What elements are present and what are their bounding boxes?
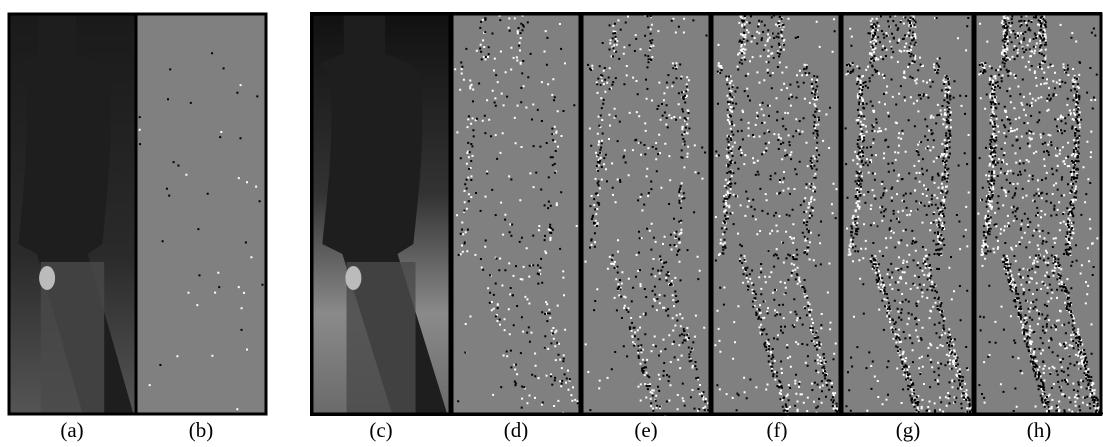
panel-label: (h)	[1027, 418, 1052, 442]
photo-border	[310, 12, 452, 416]
event-background	[136, 14, 266, 414]
panel-border	[580, 12, 712, 416]
panel-label: (e)	[634, 418, 657, 442]
labels: (a) (b) (c) (d) (e) (f) (g) (h)	[60, 418, 1051, 442]
panels	[7, 12, 1103, 416]
event-background	[452, 14, 580, 414]
panel-label: (g)	[896, 418, 921, 442]
hand	[39, 266, 56, 290]
panel-label: (c)	[369, 418, 392, 442]
hand	[345, 266, 362, 290]
white-events	[845, 14, 974, 416]
panel-label: (f)	[767, 418, 788, 442]
panel-border	[134, 12, 268, 416]
panel-label: (d)	[504, 418, 529, 442]
panel-border	[973, 12, 1103, 416]
panel-label: (b)	[189, 418, 214, 442]
event-background	[582, 14, 710, 414]
event-background	[975, 14, 1101, 414]
event-background	[842, 14, 973, 414]
black-events	[978, 14, 1103, 416]
black-events	[844, 15, 976, 416]
panel-border	[710, 12, 842, 416]
panel-label: (a)	[60, 418, 83, 442]
panel-border	[450, 12, 582, 416]
panel-border	[840, 12, 975, 416]
